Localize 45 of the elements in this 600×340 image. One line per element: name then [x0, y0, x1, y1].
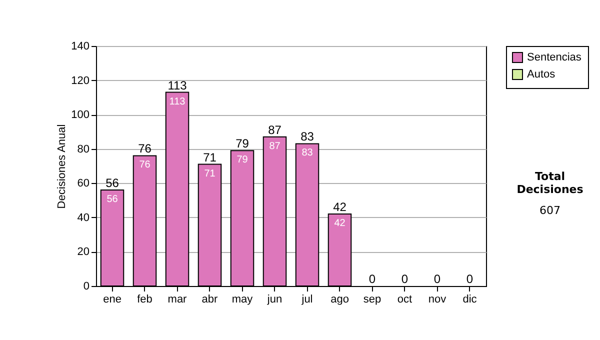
x-tick-label: mar	[168, 294, 188, 306]
x-tick-label: abr	[202, 294, 218, 306]
total-label: 0	[466, 272, 474, 286]
x-tick-label: dic	[462, 294, 478, 306]
total-label: 87	[268, 122, 282, 137]
x-tick-label: oct	[397, 294, 412, 306]
total-label: 79	[236, 136, 250, 151]
y-tick-label: 60	[77, 178, 90, 190]
legend-label: Sentencias	[527, 52, 582, 64]
total-label: 76	[138, 142, 152, 156]
x-tick-label: ene	[103, 294, 122, 306]
data-label: 76	[139, 160, 151, 171]
data-label: 87	[269, 140, 281, 152]
x-tick-label: ago	[330, 294, 349, 306]
y-tick-label: 0	[83, 280, 90, 292]
x-tick-label: nov	[428, 294, 447, 306]
x-tick-label: jul	[300, 294, 313, 306]
legend-label: Autos	[527, 68, 556, 80]
total-label: 83	[300, 130, 314, 144]
y-tick-label: 140	[71, 40, 90, 52]
data-label: 56	[106, 194, 118, 205]
total-label: 0	[401, 272, 408, 286]
x-tick-label: feb	[137, 294, 152, 306]
y-tick-label: 40	[77, 212, 90, 224]
text: 607	[538, 204, 562, 217]
y-axis-title: Decisiones Anual	[56, 124, 68, 209]
text: Total Decisiones	[516, 170, 584, 196]
data-label: 83	[302, 148, 314, 159]
total-label: 71	[203, 150, 217, 164]
data-label: 71	[204, 168, 216, 180]
y-tick-label: 100	[71, 109, 90, 122]
total-label: 42	[333, 200, 347, 214]
data-label: 79	[236, 154, 248, 166]
data-label: 42	[334, 218, 346, 229]
total-label: 0	[368, 272, 376, 286]
total-label: 56	[106, 176, 120, 190]
total-label: 113	[168, 78, 188, 92]
data-label: 113	[169, 96, 186, 108]
total-label: 0	[434, 272, 441, 286]
x-tick-label: jun	[266, 294, 282, 306]
x-tick-label: may	[232, 294, 254, 306]
y-tick-label: 20	[77, 246, 90, 258]
x-tick-label: sep	[363, 294, 382, 306]
y-tick-label: 80	[77, 143, 90, 156]
y-tick-label: 120	[71, 74, 90, 87]
